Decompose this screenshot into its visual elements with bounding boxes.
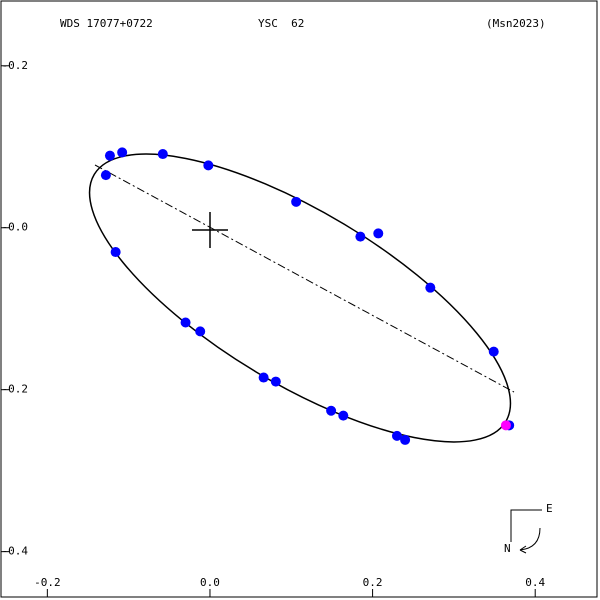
- data-point: [400, 434, 411, 445]
- data-point: [270, 376, 281, 387]
- x-tick-label: 0.4: [525, 576, 545, 589]
- x-tick-label: -0.2: [34, 576, 61, 589]
- orbit: [88, 153, 512, 443]
- data-point: [203, 160, 214, 171]
- data-point: [157, 149, 168, 160]
- x-tick-label: 0.2: [363, 576, 383, 589]
- data-point: [291, 196, 302, 207]
- data-point: [195, 326, 206, 337]
- data-point: [338, 410, 349, 421]
- compass-east: E: [546, 502, 553, 515]
- compass-arrow: [519, 545, 527, 554]
- data-point: [104, 150, 115, 161]
- data-point: [355, 231, 366, 242]
- chart-title: WDS 17077+0722: [60, 17, 153, 30]
- data-point: [500, 420, 511, 431]
- compass-north: N: [504, 542, 511, 555]
- data-point: [180, 317, 191, 328]
- data-point: [373, 228, 384, 239]
- data-point: [100, 170, 111, 181]
- data-point: [391, 430, 402, 441]
- line-of-nodes: [94, 164, 515, 393]
- data-point: [326, 405, 337, 416]
- compass: [510, 509, 542, 542]
- compass-arrow: [519, 527, 541, 551]
- x-tick-label: 0.0: [200, 576, 220, 589]
- chart-subtitle: YSC 62: [258, 17, 304, 30]
- data-point: [488, 346, 499, 357]
- data-point: [110, 247, 121, 258]
- y-tick-label: -0.4: [2, 545, 29, 558]
- data-point: [117, 147, 128, 158]
- data-point: [258, 372, 269, 383]
- y-tick-label: -0.0: [2, 221, 29, 234]
- reference: (Msn2023): [486, 17, 546, 30]
- y-tick-label: -0.2: [2, 59, 29, 72]
- data-point: [425, 282, 436, 293]
- y-tick-label: -0.2: [2, 383, 29, 396]
